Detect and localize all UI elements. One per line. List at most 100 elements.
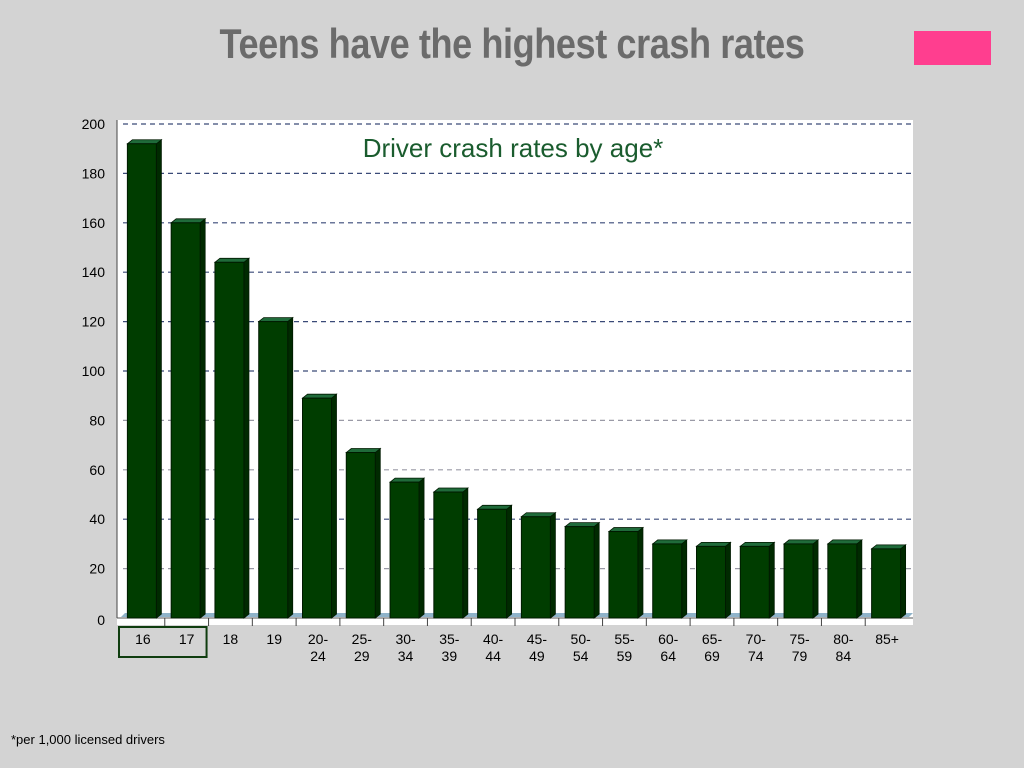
- bar-top: [126, 139, 163, 145]
- plot-area: [117, 120, 913, 625]
- bar-front: [783, 543, 814, 619]
- bar-top: [826, 539, 863, 545]
- bar-side: [506, 504, 513, 619]
- bar-side: [812, 539, 819, 619]
- bar-side: [637, 526, 644, 619]
- bar: [388, 477, 426, 619]
- x-tick-label: 17: [179, 631, 195, 647]
- bar-side: [768, 541, 775, 619]
- bar-side: [418, 477, 425, 619]
- bar-side: [856, 539, 863, 619]
- bar-front: [170, 222, 201, 619]
- y-tick-label: 60: [89, 462, 105, 478]
- x-tick-label: 70-74: [746, 631, 767, 664]
- bar-top: [564, 522, 601, 528]
- x-tick-label: 40-44: [483, 631, 504, 664]
- bar: [520, 511, 557, 619]
- bar-top: [782, 539, 820, 545]
- bar-front: [739, 545, 770, 619]
- bar: [257, 316, 294, 619]
- bar-front: [126, 143, 157, 619]
- bar-top: [213, 257, 251, 263]
- bar-side: [331, 393, 337, 619]
- bar: [739, 541, 776, 619]
- y-tick-label: 200: [82, 116, 106, 132]
- bar-front: [652, 543, 683, 619]
- chart-title: Driver crash rates by age*: [363, 133, 664, 163]
- slide-title: Teens have the highest crash rates: [219, 20, 805, 67]
- bar-side: [243, 257, 250, 619]
- x-tick-label: 16: [135, 631, 151, 647]
- bar: [651, 539, 688, 619]
- bar-front: [520, 516, 551, 619]
- x-tick-label: 55-59: [614, 631, 635, 664]
- bar: [826, 539, 863, 619]
- bar-top: [695, 541, 732, 547]
- bar-side: [155, 138, 162, 619]
- bar-top: [170, 218, 207, 224]
- x-tick-label: 30-34: [395, 631, 416, 664]
- bar-side: [462, 487, 469, 619]
- bar-side: [725, 541, 731, 619]
- bar: [476, 504, 513, 619]
- y-tick-label: 140: [82, 264, 106, 280]
- bar: [564, 521, 601, 619]
- bar-front: [345, 452, 376, 619]
- x-tick-label: 45-49: [527, 631, 548, 664]
- bar-side: [199, 217, 206, 619]
- bar-top: [607, 527, 645, 532]
- bar-side: [681, 539, 688, 619]
- bar: [345, 447, 382, 619]
- y-tick-label: 100: [82, 363, 106, 379]
- footnote: *per 1,000 licensed drivers: [11, 732, 165, 747]
- y-tick-label: 0: [97, 612, 105, 628]
- bar-front: [302, 397, 332, 619]
- bar: [432, 487, 469, 619]
- bar-top: [739, 541, 776, 547]
- bar-side: [374, 447, 381, 619]
- y-tick-label: 40: [89, 511, 105, 527]
- bar-top: [520, 512, 557, 518]
- bar-side: [549, 511, 556, 619]
- bar: [782, 539, 820, 619]
- x-tick-label: 50-54: [571, 631, 592, 664]
- x-tick-label: 85+: [875, 631, 899, 647]
- bar-front: [477, 508, 508, 619]
- bar-front: [564, 526, 595, 619]
- bar: [170, 217, 207, 619]
- bar: [695, 541, 732, 619]
- bar-front: [871, 548, 902, 619]
- bar-top: [345, 448, 382, 453]
- bar-top: [432, 487, 469, 493]
- bar-side: [593, 521, 600, 619]
- bar-top: [257, 317, 294, 323]
- y-tick-label: 160: [82, 215, 106, 231]
- bar-top: [870, 544, 907, 550]
- bar: [126, 138, 163, 619]
- bar-top: [476, 504, 513, 510]
- bar-front: [827, 543, 858, 619]
- bar-side: [287, 316, 294, 619]
- bar-top: [651, 539, 688, 545]
- x-tick-label: 75-79: [789, 631, 810, 664]
- highlight-box: [118, 626, 208, 658]
- x-tick-label: 35-39: [439, 631, 460, 664]
- y-tick-label: 120: [82, 314, 106, 330]
- bar-front: [433, 491, 464, 619]
- x-tick-label: 25-29: [352, 631, 373, 664]
- bar-front: [214, 261, 245, 619]
- bar-top: [301, 393, 338, 399]
- bar-front: [258, 321, 289, 619]
- bar-side: [900, 544, 907, 619]
- bar: [870, 544, 907, 619]
- x-tick-label: 60-64: [658, 631, 679, 664]
- bar: [607, 526, 645, 619]
- bar-front: [608, 531, 639, 619]
- bar: [213, 257, 251, 619]
- bar-front: [696, 545, 726, 619]
- bar-front: [389, 481, 420, 619]
- x-tick-label: 19: [266, 631, 282, 647]
- y-tick-label: 180: [82, 165, 106, 181]
